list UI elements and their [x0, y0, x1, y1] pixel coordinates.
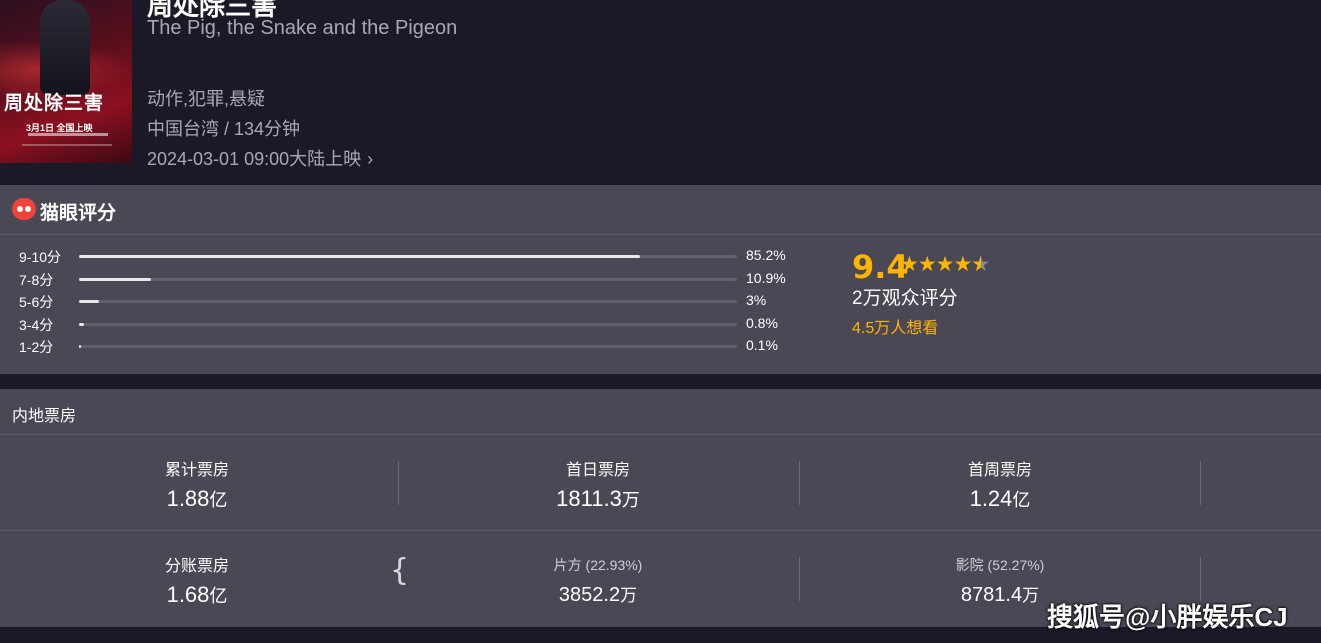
- boxoffice-header: 内地票房: [0, 389, 1321, 435]
- star-rating: ★★★★★: [900, 252, 990, 277]
- stat-label: 累计票房: [164, 462, 229, 479]
- star-icon: ★: [917, 253, 937, 276]
- distribution-label: 3-4分: [19, 317, 54, 333]
- boxoffice-split: 分账票房 1.68亿: [0, 552, 397, 608]
- watermark-text: 搜狐号@小胖娱乐CJ: [1047, 602, 1288, 632]
- poster-title: 周处除三害: [4, 92, 105, 114]
- release-info-link[interactable]: 2024-03-01 09:00大陆上映 ›: [147, 145, 373, 171]
- row-divider: [0, 530, 1321, 531]
- movie-genres: 动作,犯罪,悬疑: [147, 89, 266, 109]
- brace-icon: {: [390, 553, 410, 588]
- column-divider: [799, 557, 800, 601]
- poster-figure: [40, 0, 90, 95]
- distribution-bar-fill: [79, 345, 81, 348]
- star-icon: ★: [935, 253, 955, 276]
- rating-section-title: 猫眼评分: [40, 203, 117, 224]
- stat-label: 影院 (52.27%): [955, 557, 1045, 573]
- distribution-bar-fill: [79, 300, 99, 303]
- star-icon: ★: [953, 253, 972, 276]
- column-divider: [799, 461, 800, 505]
- stat-value: 3852.2万: [558, 584, 638, 606]
- boxoffice-panel: 内地票房 累计票房 1.88亿 首日票房 1811.3万 首周票房 1.24亿 …: [0, 389, 1321, 627]
- boxoffice-first-day: 首日票房 1811.3万: [398, 456, 798, 512]
- distribution-percent: 85.2%: [746, 247, 786, 263]
- distribution-label: 7-8分: [19, 272, 54, 288]
- boxoffice-total: 累计票房 1.88亿: [0, 456, 397, 512]
- poster-date: 3月1日 全国上映: [26, 123, 93, 133]
- movie-header: 周处除三害 3月1日 全国上映 周处除三害 The Pig, the Snake…: [0, 0, 1321, 185]
- distribution-percent: 0.1%: [746, 337, 778, 353]
- movie-poster[interactable]: 周处除三害 3月1日 全国上映: [0, 0, 132, 163]
- distribution-bar-track: [79, 300, 737, 303]
- boxoffice-cinema-share: 影院 (52.27%) 8781.4万: [800, 555, 1200, 607]
- stat-label: 分账票房: [164, 558, 229, 575]
- stat-value: 8781.4万: [960, 584, 1040, 606]
- distribution-label: 1-2分: [19, 339, 54, 355]
- bottom-band: [0, 627, 1321, 643]
- distribution-bar-track: [79, 345, 737, 348]
- stat-label: 首日票房: [565, 462, 630, 479]
- distribution-percent: 0.8%: [746, 315, 778, 331]
- distribution-percent: 3%: [746, 292, 767, 308]
- movie-title: 周处除三害: [147, 0, 278, 21]
- distribution-bar-track: [79, 323, 737, 326]
- distribution-row: 1-2分 0.1%: [0, 335, 820, 357]
- boxoffice-producer-share: 片方 (22.93%) 3852.2万: [398, 555, 798, 607]
- stat-value: 1811.3万: [556, 486, 640, 511]
- poster-text-line: [28, 133, 108, 136]
- movie-region-duration: 中国台湾 / 134分钟: [147, 119, 301, 139]
- column-divider: [398, 461, 399, 505]
- stat-label: 片方 (22.93%): [553, 557, 643, 573]
- release-text: 2024-03-01 09:00大陆上映: [147, 149, 362, 169]
- half-star-icon: ★: [971, 252, 990, 277]
- distribution-row: 7-8分 10.9%: [0, 268, 820, 290]
- star-icon: ★: [900, 253, 919, 276]
- maoyan-cat-icon: [12, 198, 36, 220]
- column-divider: [1200, 461, 1201, 505]
- distribution-percent: 10.9%: [746, 270, 786, 286]
- distribution-bar-track: [79, 255, 737, 258]
- distribution-bar-fill: [79, 323, 85, 326]
- distribution-row: 9-10分 85.2%: [0, 245, 820, 267]
- rating-panel: 猫眼评分 9-10分 85.2% 7-8分 10.9% 5-6分 3% 3-4分 0.8% 1-…: [0, 185, 1321, 374]
- poster-text-line: [22, 144, 112, 146]
- distribution-label: 9-10分: [19, 249, 62, 265]
- boxoffice-first-week: 首周票房 1.24亿: [800, 456, 1200, 512]
- rating-count: 2万观众评分: [852, 288, 958, 309]
- rating-header: 猫眼评分: [0, 185, 1321, 235]
- distribution-label: 5-6分: [19, 294, 54, 310]
- stat-value: 1.88亿: [166, 486, 228, 511]
- movie-english-title: The Pig, the Snake and the Pigeon: [147, 17, 458, 39]
- column-divider: [1200, 557, 1201, 601]
- chevron-right-icon: ›: [367, 149, 374, 169]
- distribution-row: 3-4分 0.8%: [0, 313, 820, 335]
- distribution-bar-track: [79, 278, 737, 281]
- stat-value: 1.24亿: [969, 486, 1031, 511]
- want-to-see-count: 4.5万人想看: [852, 320, 939, 337]
- boxoffice-section-title: 内地票房: [12, 408, 77, 425]
- distribution-bar-fill: [79, 278, 151, 281]
- stat-value: 1.68亿: [166, 582, 228, 607]
- distribution-bar-fill: [79, 255, 640, 258]
- distribution-row: 5-6分 3%: [0, 290, 820, 312]
- stat-label: 首周票房: [967, 462, 1032, 479]
- score-value: 9.4: [852, 248, 909, 286]
